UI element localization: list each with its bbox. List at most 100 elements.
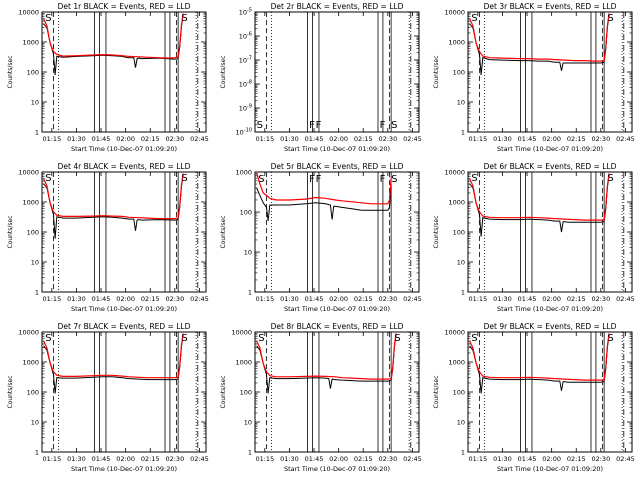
y-tick-label-1000: 1000 [448, 359, 465, 367]
x-tick-label-01-45: 01:45 [518, 455, 537, 463]
y-tick-label-100: 100 [453, 389, 465, 397]
y-tick-label-100: 100 [240, 209, 252, 217]
chart-title: Det 4r BLACK = Events, RED = LLD [58, 162, 191, 171]
x-tick-label-02-15: 02:15 [354, 295, 373, 303]
x-tick-label-01-45: 01:45 [92, 295, 111, 303]
marker-s-2: S [181, 333, 187, 344]
x-tick-label-02-15: 02:15 [567, 135, 586, 143]
marker-s-2: S [181, 13, 187, 24]
x-tick-label-01-45: 01:45 [518, 135, 537, 143]
x-axis-label: Start Time (10-Dec-07 01:09:20) [71, 305, 177, 313]
x-tick-label-01-15: 01:15 [255, 295, 274, 303]
y-tick-label-1000: 1000 [22, 199, 39, 207]
x-axis-label: Start Time (10-Dec-07 01:09:20) [284, 145, 390, 153]
x-tick-label-02-15: 02:15 [567, 295, 586, 303]
series-line-events [256, 187, 392, 221]
marker-s-1: S [45, 333, 51, 344]
x-tick-label-01-30: 01:30 [67, 455, 86, 463]
chart-panel-3: Det 3r BLACK = Events, RED = LLD Counts/s… [433, 2, 635, 153]
x-axis-label: Start Time (10-Dec-07 01:09:20) [71, 465, 177, 473]
y-tick-label-1000: 1000 [448, 39, 465, 47]
marker-s-1: S [471, 13, 477, 24]
x-axis-label: Start Time (10-Dec-07 01:09:20) [497, 465, 603, 473]
y-tick-label-10-6: 10-6 [239, 32, 252, 41]
chart-panel-4: Det 4r BLACK = Events, RED = LLD Counts/s… [7, 162, 209, 313]
x-tick-label-01-15: 01:15 [255, 135, 274, 143]
x-axis-label: Start Time (10-Dec-07 01:09:20) [71, 145, 177, 153]
y-tick-label-100: 100 [27, 229, 39, 237]
chart-panel-7: Det 7r BLACK = Events, RED = LLD Counts/s… [7, 322, 209, 473]
y-tick-label-1000: 1000 [22, 359, 39, 367]
y-tick-label-1: 1 [248, 289, 252, 297]
series-line-events [256, 334, 397, 394]
x-tick-label-02-30: 02:30 [378, 295, 397, 303]
x-tick-label-02-15: 02:15 [141, 295, 160, 303]
x-tick-label-01-45: 01:45 [92, 135, 111, 143]
y-tick-label-1000: 1000 [235, 169, 252, 177]
x-axis-label: Start Time (10-Dec-07 01:09:20) [284, 305, 390, 313]
chart-title: Det 2r BLACK = Events, RED = LLD [271, 2, 404, 11]
y-tick-label-100: 100 [453, 229, 465, 237]
x-tick-label-02-00: 02:00 [542, 135, 561, 143]
x-tick-label-02-15: 02:15 [354, 135, 373, 143]
x-tick-label-02-00: 02:00 [329, 455, 348, 463]
x-tick-label-02-00: 02:00 [116, 455, 135, 463]
x-tick-label-02-30: 02:30 [591, 295, 610, 303]
x-tick-label-02-15: 02:15 [354, 455, 373, 463]
y-tick-label-10-7: 10-7 [239, 56, 252, 65]
x-tick-label-02-45: 02:45 [616, 455, 635, 463]
y-tick-label-10000: 10000 [231, 329, 252, 337]
x-axis-label: Start Time (10-Dec-07 01:09:20) [284, 465, 390, 473]
plot-frame [254, 171, 420, 293]
x-tick-label-02-45: 02:45 [403, 295, 422, 303]
y-tick-label-1000: 1000 [235, 359, 252, 367]
x-tick-label-01-30: 01:30 [280, 135, 299, 143]
y-tick-label-1: 1 [248, 449, 252, 457]
series-line-events [43, 334, 184, 394]
x-tick-label-02-30: 02:30 [591, 455, 610, 463]
y-tick-label-10000: 10000 [18, 9, 39, 17]
marker-s-1: S [257, 120, 263, 131]
y-tick-label-10: 10 [244, 419, 252, 427]
plot-frame [254, 11, 420, 133]
chart-panel-6: Det 6r BLACK = Events, RED = LLD Counts/s… [433, 162, 635, 313]
x-tick-label-02-45: 02:45 [403, 135, 422, 143]
y-axis-label: Counts/sec [433, 375, 440, 408]
marker-s-1: S [471, 173, 477, 184]
marker-f-3: F [316, 174, 322, 185]
x-tick-label-02-00: 02:00 [116, 135, 135, 143]
x-tick-label-02-00: 02:00 [116, 295, 135, 303]
y-tick-label-10000: 10000 [18, 329, 39, 337]
marker-s-2: S [607, 13, 613, 24]
x-tick-label-01-30: 01:30 [493, 455, 512, 463]
y-tick-label-10000: 10000 [444, 169, 465, 177]
y-axis-label: Counts/sec [7, 55, 14, 88]
y-tick-label-10: 10 [31, 259, 39, 267]
series-line-lld [469, 13, 610, 62]
x-tick-label-02-15: 02:15 [567, 455, 586, 463]
y-axis-label: Counts/sec [433, 55, 440, 88]
y-tick-label-10000: 10000 [444, 329, 465, 337]
x-tick-label-01-15: 01:15 [468, 455, 487, 463]
chart-title: Det 9r BLACK = Events, RED = LLD [484, 322, 617, 331]
y-tick-label-10: 10 [457, 419, 465, 427]
x-tick-label-01-30: 01:30 [493, 135, 512, 143]
y-axis-label: Counts/sec [7, 375, 14, 408]
marker-s-1: S [45, 13, 51, 24]
y-tick-label-10: 10 [457, 99, 465, 107]
y-tick-label-10-8: 10-8 [239, 80, 252, 89]
y-tick-label-10000: 10000 [444, 9, 465, 17]
x-axis-label: Start Time (10-Dec-07 01:09:20) [497, 305, 603, 313]
marker-s-2: S [394, 333, 400, 344]
y-tick-label-1000: 1000 [448, 199, 465, 207]
series-line-lld [43, 13, 184, 59]
series-line-events [469, 334, 610, 394]
x-tick-label-01-15: 01:15 [255, 455, 274, 463]
marker-s-5: S [391, 174, 397, 185]
x-tick-label-01-45: 01:45 [305, 295, 324, 303]
x-tick-label-01-15: 01:15 [42, 455, 61, 463]
x-tick-label-01-45: 01:45 [305, 135, 324, 143]
marker-f-4: F [380, 174, 386, 185]
y-tick-label-100: 100 [27, 389, 39, 397]
y-tick-label-10000: 10000 [18, 169, 39, 177]
